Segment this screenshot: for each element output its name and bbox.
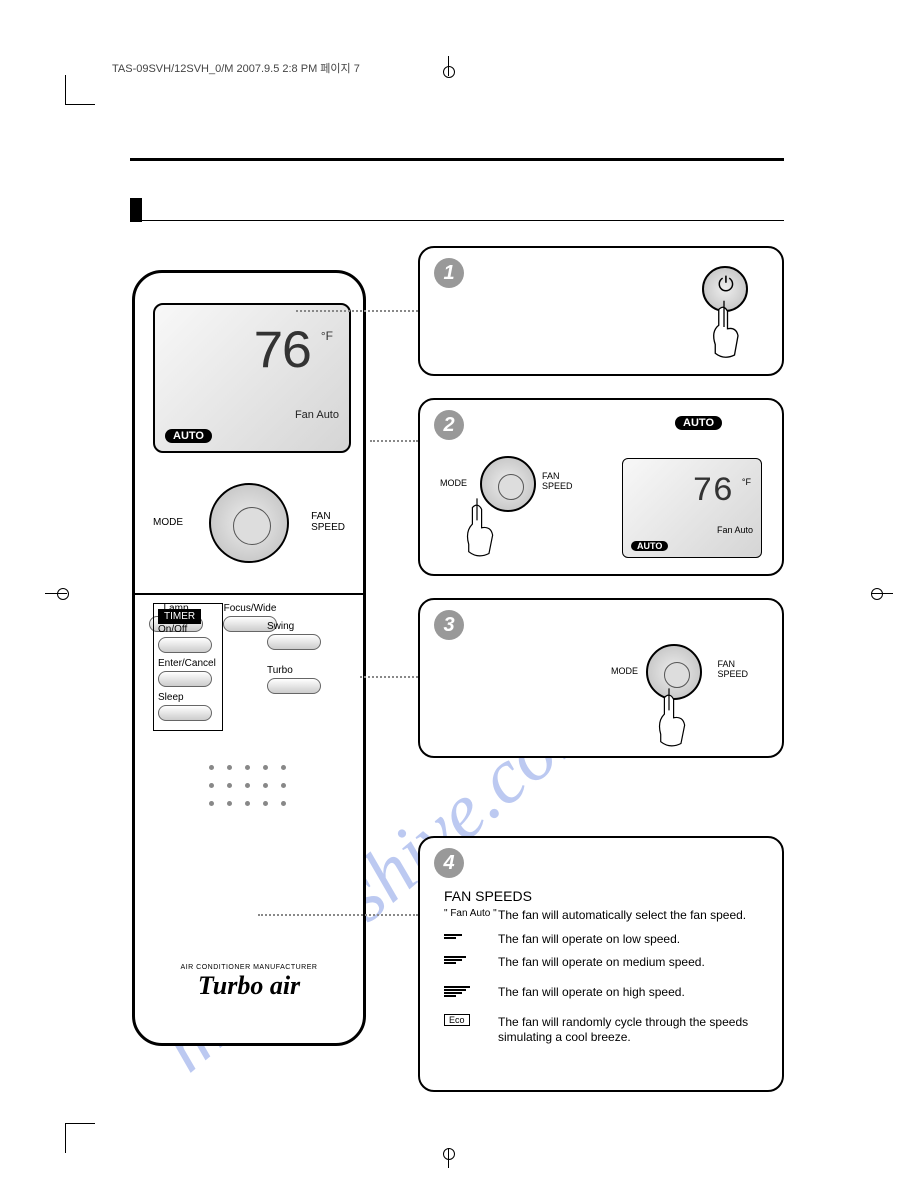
step-number-1: 1: [434, 258, 464, 288]
fan-mode-label: Fan Auto: [295, 409, 339, 421]
crop-mark: [438, 1148, 458, 1168]
step-number-2: 2: [434, 410, 464, 440]
fan-speed-text: The fan will operate on medium speed.: [498, 955, 764, 971]
auto-badge: AUTO: [675, 416, 722, 430]
step-number-4: 4: [434, 848, 464, 878]
auto-badge: AUTO: [631, 541, 668, 551]
speaker-grille: [209, 765, 289, 809]
mode-label: MODE: [611, 666, 638, 676]
onoff-label: On/Off: [158, 624, 218, 635]
control-dial[interactable]: [209, 483, 289, 563]
temperature-value: 76: [252, 323, 309, 384]
fan-speed-row: Eco The fan will randomly cycle through …: [444, 1015, 764, 1046]
remote-control: 76 °F Fan Auto AUTO MODE FANSPEED TIMER …: [132, 270, 366, 1046]
turbo-label: Turbo: [267, 665, 335, 676]
step-panel-1: 1: [418, 246, 784, 376]
med-speed-icon: [444, 955, 498, 968]
fan-speed-label: FANSPEED: [717, 660, 748, 680]
fan-speed-row: The fan will operate on medium speed.: [444, 955, 764, 971]
hand-icon: [454, 492, 500, 558]
fan-speed-text: The fan will operate on high speed.: [498, 985, 764, 1001]
temperature-value: 76: [692, 473, 733, 511]
fan-mode-label: Fan Auto: [717, 525, 753, 535]
focus-wide-label: Focus/Wide: [223, 603, 277, 614]
eco-icon: Eco: [444, 1015, 498, 1026]
divider: [130, 220, 784, 221]
turbo-button[interactable]: [267, 678, 321, 694]
degree-unit: °F: [742, 477, 751, 487]
enter-cancel-button[interactable]: [158, 671, 212, 687]
dial-area: MODE FANSPEED: [135, 473, 363, 593]
degree-unit: °F: [321, 329, 333, 343]
divider: [130, 158, 784, 161]
sleep-label: Sleep: [158, 692, 218, 703]
fan-speed-row: The fan will operate on low speed.: [444, 932, 764, 948]
fan-speeds-table: " Fan Auto " The fan will automatically …: [444, 908, 764, 1054]
fan-speed-row: The fan will operate on high speed.: [444, 985, 764, 1001]
leader-line: [296, 310, 418, 312]
swing-button[interactable]: [267, 634, 321, 650]
brand-tagline: AIR CONDITIONER MANUFACTURER: [135, 964, 363, 971]
step-panel-4: 4 FAN SPEEDS " Fan Auto " The fan will a…: [418, 836, 784, 1092]
power-press-illustration: [676, 266, 752, 362]
brand-logo: Turbo air: [135, 971, 363, 1001]
fan-speed-label: FANSPEED: [542, 472, 573, 492]
section-marker: [130, 198, 142, 222]
doc-reference: TAS-09SVH/12SVH_0/M 2007.9.5 2:8 PM 페이지 …: [112, 60, 360, 76]
leader-line: [370, 440, 418, 442]
high-speed-icon: [444, 985, 498, 1001]
fan-speed-row: " Fan Auto " The fan will automatically …: [444, 908, 764, 924]
divider: [135, 593, 363, 595]
crop-mark: [45, 582, 67, 604]
crop-mark: [438, 56, 458, 76]
crop-mark: [871, 582, 893, 604]
mini-lcd: 76 °F Fan Auto AUTO: [622, 458, 762, 558]
leader-line: [258, 914, 418, 916]
brand-block: AIR CONDITIONER MANUFACTURER Turbo air: [135, 964, 363, 1001]
leader-line: [360, 676, 418, 678]
fan-speed-text: The fan will randomly cycle through the …: [498, 1015, 764, 1046]
auto-badge: AUTO: [165, 429, 212, 443]
fan-speed-text: The fan will operate on low speed.: [498, 932, 764, 948]
lcd-screen: 76 °F Fan Auto AUTO: [153, 303, 351, 453]
mode-label: MODE: [153, 517, 183, 528]
timer-header: TIMER: [158, 609, 201, 624]
button-panel: TIMER On/Off Enter/Cancel Sleep Swing Tu…: [149, 603, 355, 637]
crop-mark: [65, 75, 95, 105]
fan-auto-icon: " Fan Auto ": [444, 908, 498, 919]
fan-speed-label: FANSPEED: [311, 511, 345, 533]
hand-icon: [696, 292, 752, 362]
crop-mark: [65, 1123, 95, 1153]
mode-label: MODE: [440, 478, 467, 488]
swing-label: Swing: [267, 621, 335, 632]
step-panel-2: 2 AUTO MODE FANSPEED 76 °F Fan Auto AUTO: [418, 398, 784, 576]
low-speed-icon: [444, 932, 498, 943]
sleep-button[interactable]: [158, 705, 212, 721]
onoff-button[interactable]: [158, 637, 212, 653]
enter-cancel-label: Enter/Cancel: [158, 658, 218, 669]
fan-speed-text: The fan will automatically select the fa…: [498, 908, 764, 924]
step-panel-3: 3 MODE FANSPEED: [418, 598, 784, 758]
step-number-3: 3: [434, 610, 464, 640]
fan-speeds-title: FAN SPEEDS: [444, 888, 532, 904]
hand-icon: [646, 682, 692, 748]
